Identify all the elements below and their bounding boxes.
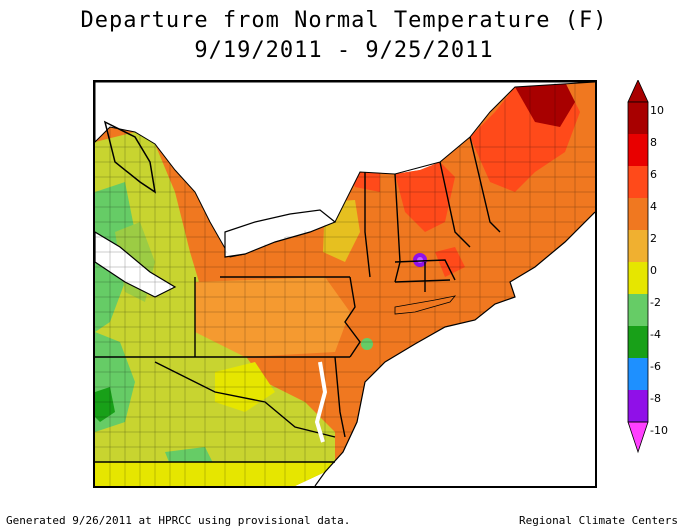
map-date-range: 9/19/2011 - 9/25/2011 (194, 38, 494, 63)
color-legend: 10 8 6 4 2 0 -2 -4 -6 -8 -10 (626, 80, 686, 460)
temperature-departure-map (93, 80, 597, 488)
legend-label-2: 2 (650, 232, 657, 245)
lake-ontario (224, 209, 337, 258)
coastline (314, 211, 595, 486)
legend-label-neg6: -6 (650, 360, 661, 373)
legend-label-10: 10 (650, 104, 664, 117)
legend-label-neg2: -2 (650, 296, 661, 309)
legend-label-neg8: -8 (650, 392, 661, 405)
legend-colorbar (627, 80, 649, 454)
legend-label-4: 4 (650, 200, 657, 213)
legend-label-6: 6 (650, 168, 657, 181)
legend-label-neg4: -4 (650, 328, 661, 341)
map-svg (95, 82, 595, 486)
legend-label-neg10: -10 (650, 424, 668, 437)
map-title: Departure from Normal Temperature (F) (80, 8, 608, 33)
legend-label-0: 0 (650, 264, 657, 277)
legend-label-8: 8 (650, 136, 657, 149)
chesapeake-bay (314, 361, 328, 443)
long-island (394, 295, 457, 315)
generated-note: Generated 9/26/2011 at HPRCC using provi… (6, 514, 351, 527)
source-credit: Regional Climate Centers (519, 514, 678, 527)
